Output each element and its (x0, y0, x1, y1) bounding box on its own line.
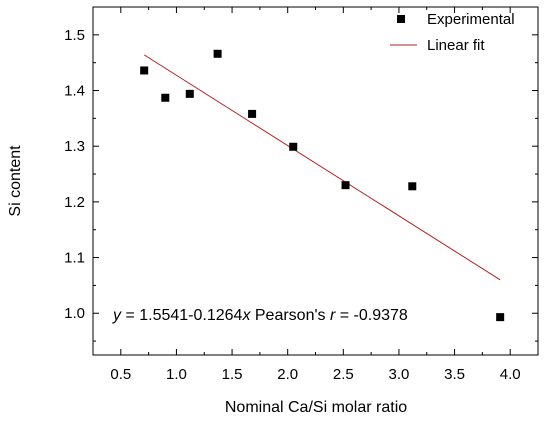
legend-label-experimental: Experimental (427, 11, 515, 28)
fit-equation-annotation: y = 1.5541-0.1264x Pearson's r = -0.9378 (112, 307, 408, 324)
data-point-experimental (213, 49, 222, 58)
x-tick-label: 2.5 (333, 366, 354, 383)
annotation-part: r (330, 307, 336, 324)
x-axis-title: Nominal Ca/Si molar ratio (225, 399, 407, 416)
fit-line-group (143, 54, 501, 281)
y-tick-labels: 1.0 1.1 1.2 1.3 1.4 1.5 (64, 27, 85, 322)
x-tick-label: 1.0 (166, 366, 187, 383)
y-tick-label: 1.5 (64, 27, 85, 44)
annotation-part: = 1.5541-0.1264 (121, 307, 243, 324)
data-point-experimental (408, 182, 417, 191)
plot-frame (92, 6, 539, 356)
data-points (140, 49, 505, 322)
x-tick-label: 3.5 (444, 366, 465, 383)
linear-fit-line (143, 54, 501, 281)
data-point-experimental (248, 109, 257, 118)
y-tick-label: 1.2 (64, 194, 85, 211)
legend-label-linear-fit: Linear fit (427, 37, 485, 54)
data-point-experimental (496, 313, 505, 322)
x-tick-label: 4.0 (500, 366, 521, 383)
y-tick-label: 1.4 (64, 83, 85, 100)
annotation-part: x (241, 307, 251, 324)
x-tick-label: 1.5 (222, 366, 243, 383)
x-tick-label: 3.0 (389, 366, 410, 383)
legend-marker-experimental (397, 15, 405, 23)
annotation-part: Pearson's (250, 307, 330, 324)
y-tick-label: 1.3 (64, 138, 85, 155)
data-point-experimental (140, 66, 149, 75)
y-tick-label: 1.0 (64, 305, 85, 322)
annotation-part: y (112, 307, 122, 324)
data-point-experimental (185, 89, 194, 98)
data-point-experimental (161, 93, 170, 102)
annotation-part: = -0.9378 (335, 307, 408, 324)
x-tick-label: 0.5 (110, 366, 131, 383)
y-tick-label: 1.1 (64, 250, 85, 267)
x-tick-labels: 0.5 1.0 1.5 2.0 2.5 3.0 3.5 4.0 (110, 366, 520, 383)
axis-ticks (92, 6, 539, 355)
x-tick-label: 2.0 (277, 366, 298, 383)
y-axis-title: Si content (7, 145, 24, 217)
data-point-experimental (341, 181, 350, 190)
data-point-experimental (289, 142, 298, 151)
legend: Experimental Linear fit (390, 11, 515, 54)
